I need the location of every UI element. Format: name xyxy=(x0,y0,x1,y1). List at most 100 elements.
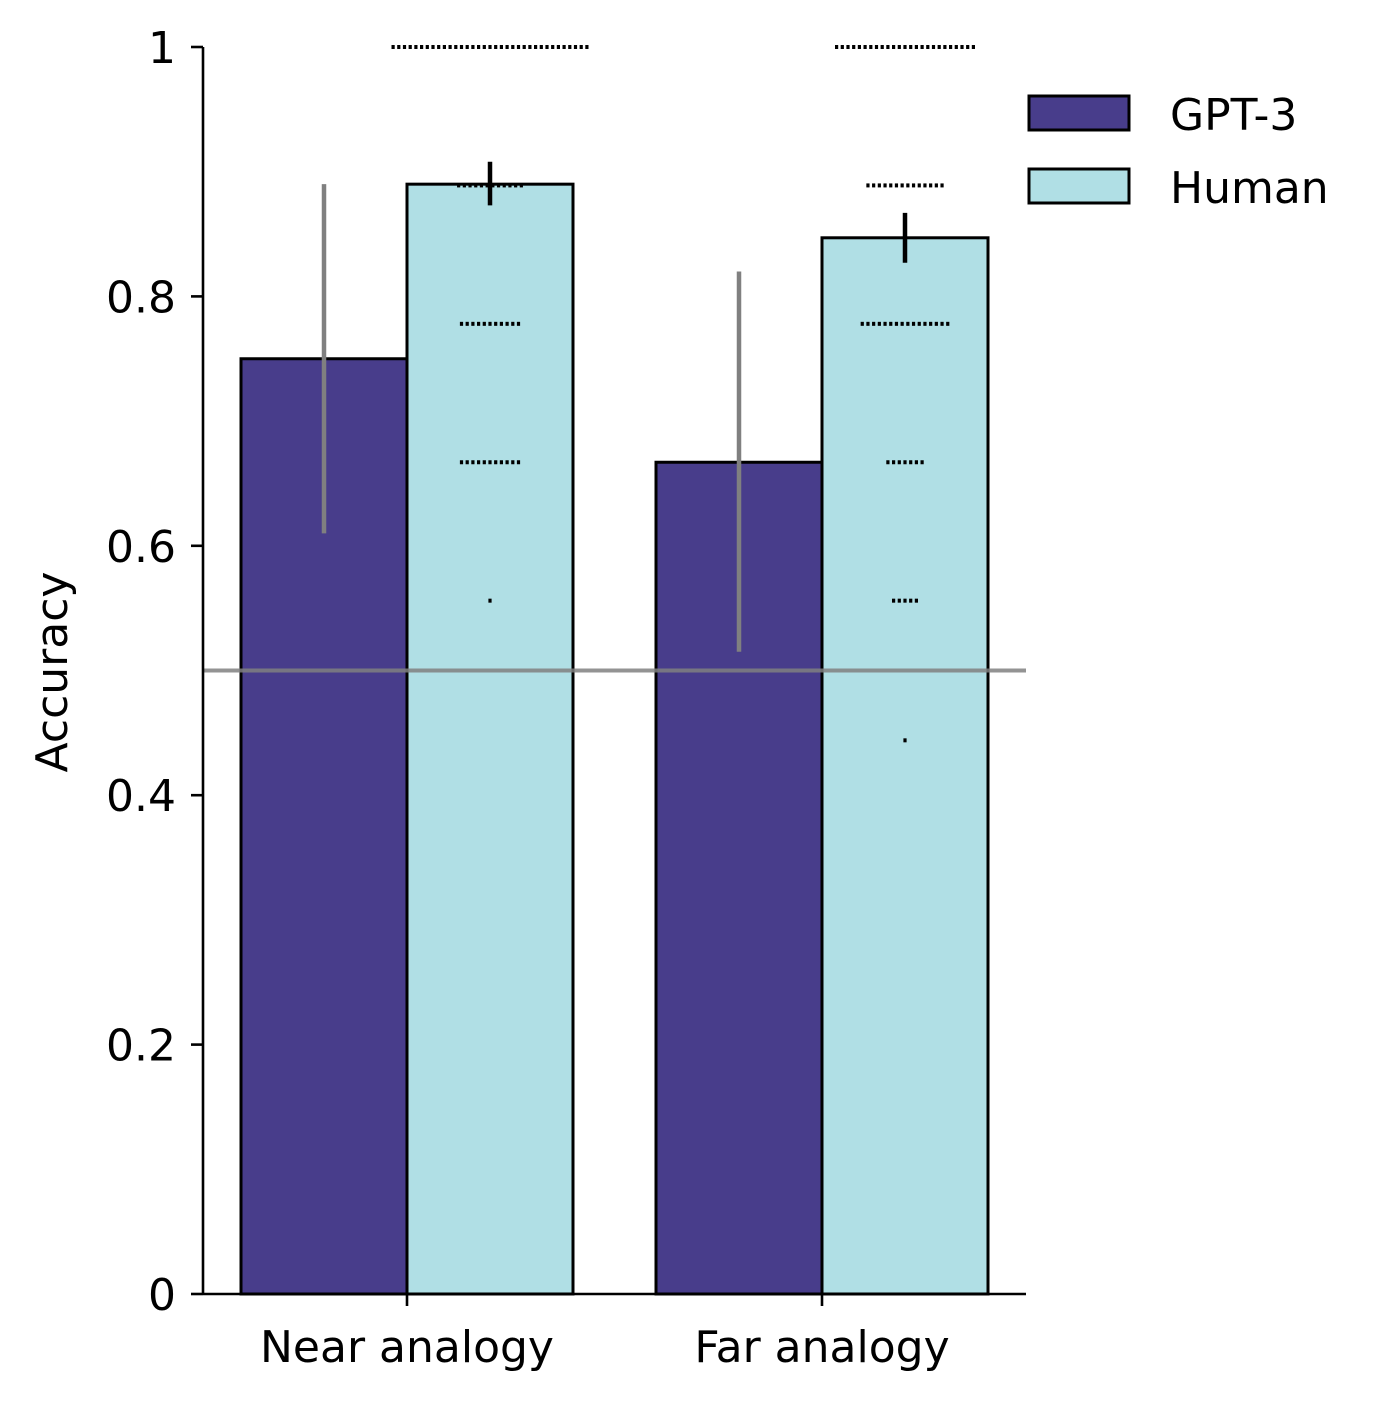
error-bars-group xyxy=(321,161,908,652)
participant-point xyxy=(505,460,509,465)
participant-point xyxy=(494,45,498,49)
participant-point xyxy=(971,45,975,49)
y-ticks-group: 0 0.2 0.4 0.6 0.8 1 xyxy=(106,23,203,1321)
participant-point xyxy=(511,45,515,49)
participant-point xyxy=(499,45,503,49)
participant-point xyxy=(562,45,566,49)
participant-point xyxy=(534,45,538,49)
x-ticks-group: Near analogy Far analogy xyxy=(260,1294,950,1373)
participant-point xyxy=(488,45,492,49)
participant-point xyxy=(892,598,896,603)
participant-point xyxy=(917,321,921,326)
participant-point xyxy=(457,183,461,188)
participant-point xyxy=(551,45,555,49)
y-tick-label: 0.8 xyxy=(106,272,176,323)
participant-point xyxy=(448,45,452,49)
participant-point xyxy=(923,183,927,188)
participant-point xyxy=(869,45,873,49)
participant-point xyxy=(909,45,913,49)
participant-point xyxy=(494,460,498,465)
participant-point xyxy=(877,183,881,188)
participant-point xyxy=(462,183,466,188)
participant-point xyxy=(397,45,401,49)
y-tick-label: 0 xyxy=(148,1270,176,1321)
x-tick-label-far-analogy: Far analogy xyxy=(694,1322,949,1373)
participant-point xyxy=(485,183,489,188)
participant-point xyxy=(840,45,844,49)
participant-point xyxy=(402,45,407,49)
participant-point xyxy=(872,321,876,326)
participant-point xyxy=(482,460,486,465)
participant-point xyxy=(465,321,469,326)
participant-point xyxy=(914,45,918,49)
participant-point xyxy=(929,183,933,188)
bars-group xyxy=(239,182,990,1296)
participant-point xyxy=(437,45,441,49)
y-tick-label: 0.4 xyxy=(106,771,176,822)
participant-point xyxy=(934,183,938,188)
participant-point xyxy=(579,45,583,49)
participant-point xyxy=(556,45,560,49)
participant-point xyxy=(900,183,904,188)
participant-point xyxy=(505,321,509,326)
participant-point xyxy=(889,321,893,326)
participant-point xyxy=(903,45,907,49)
participant-point xyxy=(897,598,901,603)
participant-point xyxy=(479,183,484,188)
participant-point xyxy=(894,321,899,326)
participant-point xyxy=(949,45,953,49)
participant-point xyxy=(886,460,890,465)
participant-point xyxy=(886,45,890,49)
bar-human-near-analogy xyxy=(405,182,575,1296)
participant-point xyxy=(906,321,910,326)
participant-point xyxy=(516,45,521,49)
legend-swatch-human xyxy=(1027,167,1131,205)
participant-point xyxy=(488,460,492,465)
participant-point xyxy=(940,183,944,188)
participant-point xyxy=(889,183,893,188)
participant-point xyxy=(408,45,412,49)
participant-point xyxy=(883,183,887,188)
participant-point xyxy=(946,321,950,326)
participant-point xyxy=(539,45,543,49)
participant-point xyxy=(892,45,896,49)
participant-point xyxy=(880,45,884,49)
participant-point xyxy=(920,460,924,465)
participant-point xyxy=(943,45,947,49)
participant-point xyxy=(482,45,486,49)
participant-point xyxy=(846,45,850,49)
participant-point xyxy=(471,460,475,465)
participant-point xyxy=(903,598,907,603)
participant-point xyxy=(465,460,469,465)
y-tick-label: 0.2 xyxy=(106,1021,176,1072)
x-tick-label-near-analogy: Near analogy xyxy=(260,1322,554,1373)
participant-point xyxy=(911,321,916,326)
participant-point xyxy=(511,321,515,326)
participant-point xyxy=(459,460,464,465)
participant-point xyxy=(519,183,523,188)
participant-point xyxy=(883,321,887,326)
participant-point xyxy=(459,321,464,326)
participant-point xyxy=(903,460,907,465)
participant-point xyxy=(585,45,589,49)
participant-point xyxy=(852,45,856,49)
participant-point xyxy=(442,45,446,49)
participant-point xyxy=(926,45,930,49)
y-tick-label: 0.6 xyxy=(106,522,176,573)
participant-point xyxy=(468,183,472,188)
participant-point xyxy=(857,45,861,49)
y-axis-label: Accuracy xyxy=(27,572,78,773)
participant-point xyxy=(474,183,478,188)
participant-point xyxy=(940,321,944,326)
participant-point xyxy=(454,45,458,49)
participant-point xyxy=(934,321,938,326)
participant-point xyxy=(459,45,464,49)
participant-point xyxy=(906,183,910,188)
participant-point xyxy=(420,45,424,49)
participant-point xyxy=(471,45,475,49)
participant-point xyxy=(477,460,481,465)
participant-point xyxy=(465,45,469,49)
participant-point xyxy=(491,183,495,188)
y-tick-label: 1 xyxy=(148,23,176,74)
